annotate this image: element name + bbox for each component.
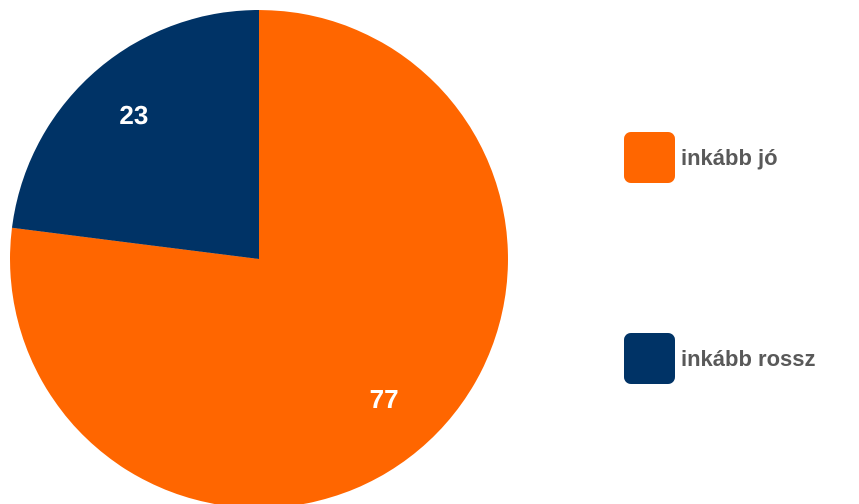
pie-slice-inkabb-jo [10,10,508,504]
data-label-inkabb-rossz: 23 [119,100,148,130]
legend-label-inkabb-rossz: inkább rossz [681,345,816,371]
legend-swatch-inkabb-rossz [624,333,675,384]
legend-swatch-inkabb-jo [624,132,675,183]
legend-item-inkabb-rossz: inkább rossz [624,333,815,384]
data-label-inkabb-jo: 77 [370,384,399,414]
legend-item-inkabb-jo: inkább jó [624,132,778,183]
pie-slice-inkabb-rossz [11,10,259,259]
legend-label-inkabb-jo: inkább jó [681,144,778,170]
pie-plot-area: 77 23 [10,10,508,504]
